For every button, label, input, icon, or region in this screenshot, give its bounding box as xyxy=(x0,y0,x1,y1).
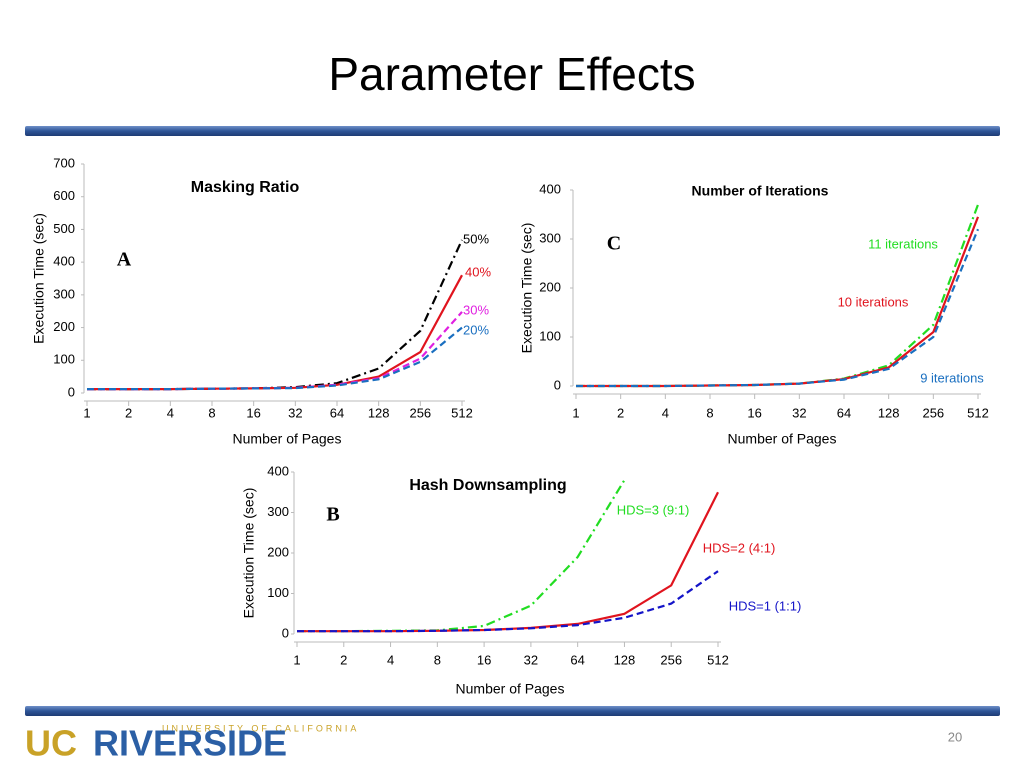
y-axis-label: Execution Time (sec) xyxy=(31,213,47,344)
x-tick-label: 4 xyxy=(167,405,174,420)
y-tick-label: 600 xyxy=(53,188,75,203)
y-tick-label: 300 xyxy=(539,230,561,245)
logo-uc: UC xyxy=(25,723,77,764)
y-tick-label: 200 xyxy=(267,544,289,559)
x-tick-label: 2 xyxy=(125,405,132,420)
slide-title: Parameter Effects xyxy=(328,48,695,100)
panel-label: A xyxy=(117,249,132,271)
x-axis-label: Number of Pages xyxy=(728,431,837,447)
y-tick-label: 200 xyxy=(53,319,75,334)
x-tick-label: 512 xyxy=(451,405,473,420)
series-line xyxy=(87,326,463,391)
series-label: 20% xyxy=(463,322,489,337)
chart-title: Masking Ratio xyxy=(191,179,300,196)
x-tick-label: 512 xyxy=(707,652,729,667)
header-bar xyxy=(25,126,1000,136)
x-tick-label: 32 xyxy=(792,405,806,420)
logo-top: UNIVERSITY OF CALIFORNIA xyxy=(162,723,359,733)
series-label: 40% xyxy=(465,264,491,279)
y-tick-label: 700 xyxy=(53,155,75,170)
x-tick-label: 32 xyxy=(524,652,538,667)
y-tick-label: 400 xyxy=(53,254,75,269)
y-tick-label: 400 xyxy=(539,181,561,196)
x-tick-label: 4 xyxy=(662,405,669,420)
x-tick-label: 1 xyxy=(572,405,579,420)
y-tick-label: 100 xyxy=(539,328,561,343)
x-tick-label: 128 xyxy=(878,405,900,420)
x-tick-label: 16 xyxy=(477,652,491,667)
x-tick-label: 1 xyxy=(293,652,300,667)
x-tick-label: 8 xyxy=(208,405,215,420)
y-tick-label: 400 xyxy=(267,463,289,478)
logo-main: RIVERSIDE xyxy=(93,723,287,764)
x-tick-label: 256 xyxy=(922,405,944,420)
chart-title: Number of Iterations xyxy=(692,183,829,199)
x-tick-label: 2 xyxy=(340,652,347,667)
y-tick-label: 200 xyxy=(539,279,561,294)
y-axis-label: Execution Time (sec) xyxy=(241,488,257,619)
panel-label: C xyxy=(607,233,621,255)
series-line xyxy=(87,239,463,391)
series-label: HDS=3 (9:1) xyxy=(617,502,690,517)
series-label: 10 iterations xyxy=(838,294,909,309)
x-tick-label: 32 xyxy=(288,405,302,420)
series-label: 30% xyxy=(463,302,489,317)
chart-title: Hash Downsampling xyxy=(409,477,566,494)
x-tick-label: 8 xyxy=(706,405,713,420)
x-tick-label: 512 xyxy=(967,405,989,420)
series-line xyxy=(87,274,463,391)
x-tick-label: 256 xyxy=(409,405,431,420)
y-tick-label: 100 xyxy=(267,585,289,600)
series-line xyxy=(87,311,463,391)
y-tick-label: 0 xyxy=(68,384,75,399)
series-line xyxy=(297,479,626,633)
x-tick-label: 16 xyxy=(246,405,260,420)
footer-bar xyxy=(25,706,1000,716)
y-axis-label: Execution Time (sec) xyxy=(519,223,535,354)
x-tick-label: 4 xyxy=(387,652,394,667)
series-label: 50% xyxy=(463,231,489,246)
y-tick-label: 500 xyxy=(53,221,75,236)
y-tick-label: 300 xyxy=(267,504,289,519)
x-axis-label: Number of Pages xyxy=(233,431,342,447)
x-tick-label: 1 xyxy=(83,405,90,420)
series-label: HDS=2 (4:1) xyxy=(703,540,776,555)
x-axis-label: Number of Pages xyxy=(456,681,565,697)
panel-label: B xyxy=(326,504,339,526)
series-label: 11 iterations xyxy=(868,236,938,251)
x-tick-label: 128 xyxy=(614,652,636,667)
y-tick-label: 300 xyxy=(53,286,75,301)
x-tick-label: 64 xyxy=(570,652,584,667)
series-line xyxy=(297,570,719,633)
x-tick-label: 64 xyxy=(837,405,851,420)
x-tick-label: 8 xyxy=(434,652,441,667)
y-tick-label: 100 xyxy=(53,352,75,367)
y-tick-label: 0 xyxy=(554,377,561,392)
series-label: 9 iterations xyxy=(920,370,984,385)
x-tick-label: 2 xyxy=(617,405,624,420)
y-tick-label: 0 xyxy=(282,625,289,640)
series-line xyxy=(576,204,980,388)
x-tick-label: 128 xyxy=(368,405,390,420)
series-label: HDS=1 (1:1) xyxy=(729,598,802,613)
page-number: 20 xyxy=(948,729,962,744)
x-tick-label: 64 xyxy=(330,405,344,420)
series-line xyxy=(576,228,980,388)
x-tick-label: 16 xyxy=(747,405,761,420)
x-tick-label: 256 xyxy=(660,652,682,667)
